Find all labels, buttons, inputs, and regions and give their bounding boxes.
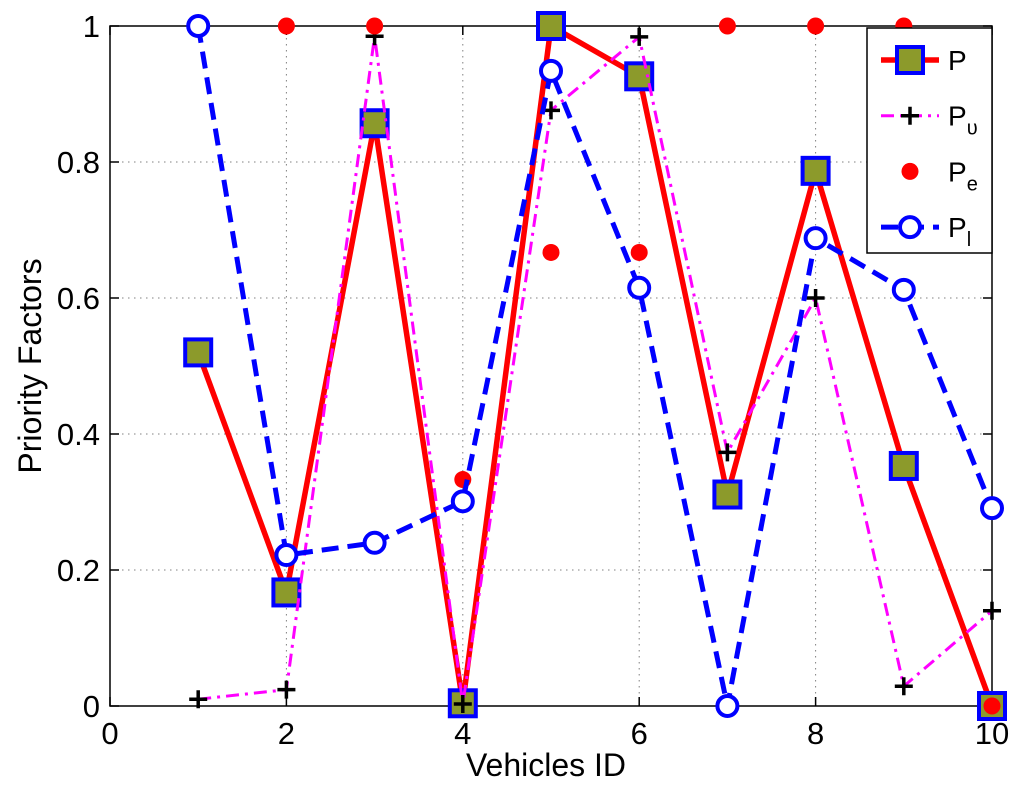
- legend-entry: P: [881, 45, 967, 76]
- data-point-marker: [277, 17, 295, 35]
- data-point-marker: [980, 496, 1004, 521]
- series-4: [186, 14, 1004, 718]
- data-point-marker: [891, 277, 916, 302]
- data-point-marker: [450, 489, 475, 514]
- legend-label-base: P: [948, 212, 967, 243]
- data-point-marker: [277, 680, 296, 699]
- data-point-marker: [630, 243, 648, 261]
- x-tick-label: 8: [807, 716, 824, 751]
- legend-label: Pυ: [948, 101, 978, 140]
- legend-box: [866, 27, 993, 254]
- series-2: [189, 27, 1001, 713]
- data-point-marker: [806, 289, 825, 307]
- data-point-marker: [453, 694, 472, 713]
- legend-marker: [898, 215, 922, 240]
- data-point-marker: [539, 58, 563, 83]
- data-point-marker: [715, 694, 740, 718]
- legend-marker: [901, 106, 919, 125]
- data-point-marker: [454, 471, 472, 489]
- data-point-marker: [718, 17, 736, 35]
- data-point-marker: [894, 677, 913, 696]
- legend-label-base: P: [948, 101, 967, 132]
- legend-label: Pe: [948, 156, 978, 195]
- legend-entry: Pl: [881, 212, 971, 251]
- x-tick-label: 6: [631, 716, 648, 751]
- data-point-marker: [189, 690, 208, 709]
- data-point-marker: [888, 450, 919, 481]
- legend-label-base: P: [948, 156, 967, 187]
- x-tick-label: 0: [101, 716, 118, 751]
- data-point-marker: [271, 577, 302, 608]
- data-point-marker: [359, 108, 390, 139]
- data-point-marker: [983, 601, 1001, 620]
- data-point-marker: [186, 14, 211, 38]
- series-3: [189, 17, 1001, 715]
- y-tick-label: 0: [83, 689, 100, 724]
- y-tick-label: 0.4: [57, 417, 100, 452]
- y-tick-label: 0.2: [57, 553, 100, 588]
- data-point-marker: [362, 530, 387, 555]
- y-axis-label: Priority Factors: [12, 258, 48, 473]
- data-point-marker: [624, 61, 655, 92]
- legend-marker: [895, 45, 925, 75]
- data-point-marker: [536, 11, 566, 41]
- tick-labels: 0 2 4 6 8 10 0 0.2 0.4 0.6 0.8 1: [57, 9, 1009, 751]
- data-point-marker: [712, 479, 743, 510]
- x-tick-label: 4: [454, 716, 471, 751]
- legend-label-base: P: [948, 45, 967, 76]
- legend-label: P: [948, 45, 967, 76]
- data-point-marker: [366, 17, 384, 35]
- series-line: [195, 25, 995, 709]
- legend-entry: Pe: [901, 156, 978, 195]
- data-point-marker: [274, 543, 299, 568]
- legend-label-subscript: l: [967, 229, 971, 251]
- data-point-marker: [803, 226, 828, 251]
- legend-label-subscript: e: [967, 173, 978, 195]
- legend-entry: Pυ: [881, 101, 978, 140]
- plot-series: [183, 11, 1007, 721]
- data-point-marker: [977, 691, 1007, 721]
- y-tick-label: 0.6: [57, 281, 100, 316]
- data-point-marker: [627, 275, 652, 300]
- x-axis-label: Vehicles ID: [466, 747, 626, 783]
- y-tick-label: 0.8: [57, 145, 100, 180]
- legend-marker: [901, 162, 919, 180]
- series-line: [198, 34, 993, 706]
- legend-label: Pl: [948, 212, 971, 251]
- legend-label-subscript: υ: [967, 118, 978, 140]
- y-tick-label: 1: [83, 9, 100, 44]
- data-point-marker: [718, 443, 737, 462]
- data-point-marker: [807, 17, 825, 35]
- data-point-marker: [542, 243, 560, 261]
- data-point-marker: [630, 27, 649, 46]
- x-tick-label: 2: [278, 716, 295, 751]
- data-point-marker: [800, 155, 831, 186]
- data-point-marker: [183, 337, 214, 368]
- data-point-marker: [983, 697, 1001, 715]
- x-tick-label: 10: [975, 716, 1009, 751]
